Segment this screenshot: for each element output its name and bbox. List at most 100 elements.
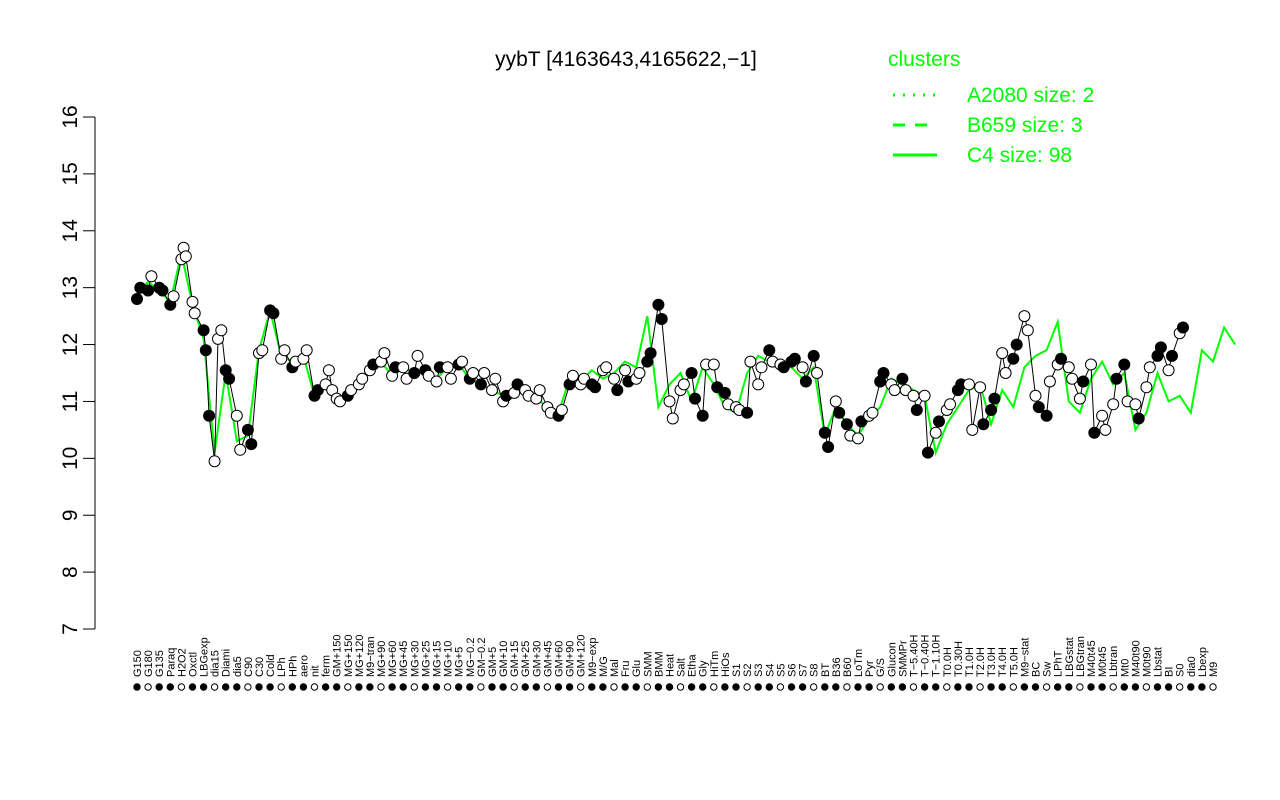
rug-marker xyxy=(676,683,685,691)
x-tick-label: BC xyxy=(1031,662,1043,677)
rug-marker xyxy=(798,683,807,691)
data-point xyxy=(985,404,998,416)
data-point xyxy=(741,406,754,419)
data-point xyxy=(555,404,568,416)
rug-marker xyxy=(854,683,862,691)
rug-marker xyxy=(699,683,707,691)
chart-title: yybT [4163643,4165622,−1] xyxy=(495,48,757,71)
data-point xyxy=(666,412,679,425)
legend-title: clusters xyxy=(888,48,960,71)
data-point xyxy=(156,284,169,297)
data-point xyxy=(411,349,424,362)
data-point xyxy=(1110,372,1123,385)
rug-marker xyxy=(1164,683,1173,691)
data-point xyxy=(1010,338,1023,351)
data-point xyxy=(430,375,443,388)
data-point xyxy=(142,284,155,297)
legend: clusters A2080 size: 2 B659 size: 3 C4 s… xyxy=(888,48,1094,167)
legend-entry-a2080: A2080 size: 2 xyxy=(967,84,1094,107)
data-point xyxy=(1129,398,1142,411)
rug-marker xyxy=(510,683,518,691)
x-tick-label: Heat xyxy=(665,654,677,677)
data-point xyxy=(278,344,291,357)
rug-marker xyxy=(299,683,308,691)
data-point xyxy=(234,443,247,456)
x-tick-label: M40t45 xyxy=(1086,640,1098,677)
rug-marker xyxy=(1176,683,1184,691)
rug-marker xyxy=(732,683,740,691)
rug-marker xyxy=(954,683,962,691)
x-tick-label: T0.30H xyxy=(953,641,965,677)
rug-marker xyxy=(1209,683,1217,691)
x-tick-label: LoTm xyxy=(853,649,865,677)
rug-marker xyxy=(222,683,230,691)
data-point xyxy=(267,307,280,320)
data-point xyxy=(241,423,254,436)
rug-marker xyxy=(177,683,186,691)
rug-marker xyxy=(477,683,485,691)
data-point xyxy=(1096,409,1109,422)
rug-marker xyxy=(721,683,729,691)
x-tick-label: T0.0H xyxy=(942,647,954,677)
x-tick-label: G135 xyxy=(154,650,166,677)
x-tick-label: T−0.40H xyxy=(920,634,932,677)
x-tick-label: Cold xyxy=(265,654,277,677)
rug-marker xyxy=(1142,683,1151,691)
data-point xyxy=(1132,412,1145,425)
rug-marker xyxy=(410,683,418,691)
data-point xyxy=(633,367,646,379)
data-point xyxy=(619,364,632,377)
x-tick-label: LPhT xyxy=(1053,650,1065,677)
data-point xyxy=(1077,375,1090,388)
x-tick-label: GM+60 xyxy=(554,641,566,677)
data-point xyxy=(179,250,192,263)
x-tick-label: T2.0H xyxy=(975,647,987,677)
rug-marker xyxy=(1076,683,1084,691)
x-tick-label: GM+15 xyxy=(509,641,521,677)
data-point xyxy=(1085,358,1097,371)
data-point xyxy=(833,406,846,419)
x-tick-label: G180 xyxy=(143,650,155,677)
rug-marker xyxy=(754,683,762,691)
x-tick-label: MG+15 xyxy=(432,641,444,677)
data-point xyxy=(974,381,987,394)
y-tick-label: 16 xyxy=(59,105,82,128)
rug-marker xyxy=(599,683,607,691)
x-tick-label: Glu xyxy=(631,660,643,677)
data-point xyxy=(799,375,812,388)
rug-marker xyxy=(277,683,285,691)
data-point xyxy=(763,344,776,357)
x-tick-label: Mt0 xyxy=(1119,659,1131,677)
data-point xyxy=(199,344,212,357)
data-point xyxy=(818,426,831,439)
data-point xyxy=(888,384,901,397)
rug-marker xyxy=(266,683,274,691)
data-point xyxy=(566,369,579,382)
data-point xyxy=(852,432,864,445)
x-tick-label: S0 xyxy=(1175,664,1187,677)
data-point xyxy=(1154,341,1167,354)
data-point xyxy=(707,358,720,371)
data-point xyxy=(1118,358,1131,371)
x-tick-label: GM−0.2 xyxy=(476,638,488,677)
x-tick-label: SMMPr xyxy=(897,640,909,677)
x-tick-label: Mal xyxy=(609,659,621,677)
x-tick-label: MG+90 xyxy=(376,641,388,677)
rug-marker xyxy=(543,683,552,691)
data-point xyxy=(1066,372,1079,385)
data-point xyxy=(807,349,820,362)
data-point xyxy=(1107,398,1120,411)
data-point xyxy=(203,409,216,422)
x-tick-label: Sw xyxy=(1042,662,1054,677)
rug-marker xyxy=(554,683,563,691)
x-tick-label: MG+45 xyxy=(398,641,410,677)
data-point xyxy=(456,355,468,368)
x-tick-label: ferm xyxy=(321,655,333,677)
rug-marker xyxy=(810,683,818,691)
data-point xyxy=(356,372,369,385)
rug-marker xyxy=(1009,683,1017,691)
rug-marker xyxy=(288,683,296,691)
data-point xyxy=(230,409,243,422)
data-point xyxy=(478,367,491,379)
